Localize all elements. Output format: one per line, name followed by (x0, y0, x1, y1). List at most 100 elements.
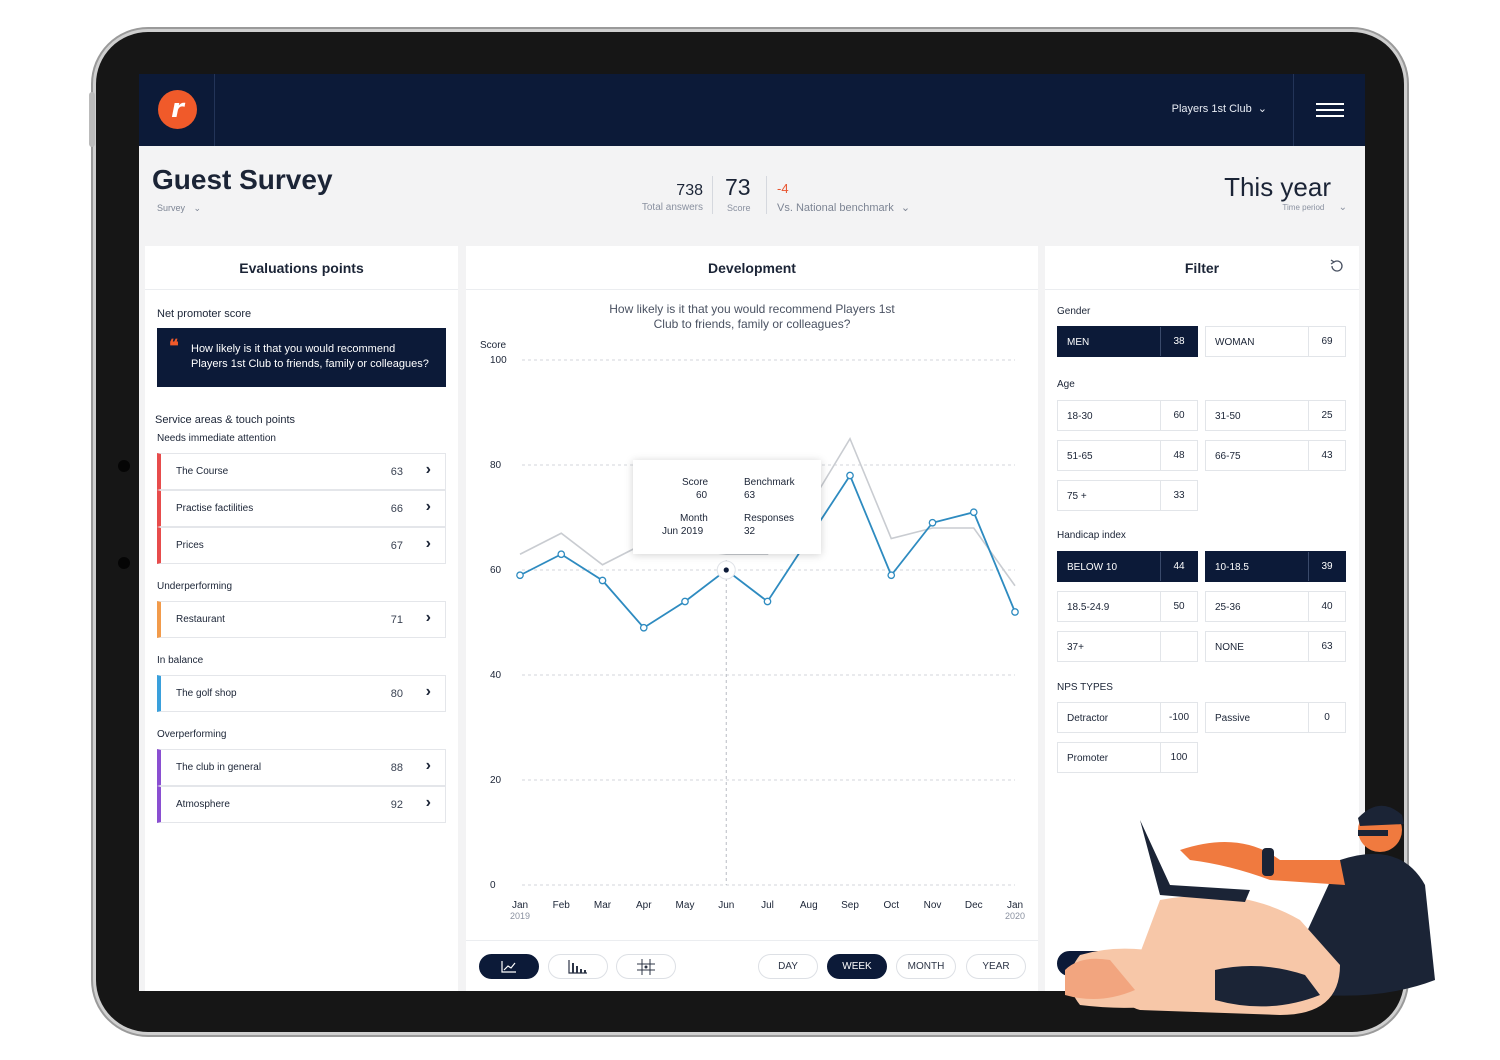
range-button-week[interactable]: WEEK (827, 954, 887, 979)
touch-group-label: In balance (157, 655, 204, 666)
filter-chip-label: 10-18.5 (1215, 562, 1249, 573)
touch-group-label: Underperforming (157, 581, 233, 592)
filter-chip[interactable]: Detractor -100 (1057, 702, 1198, 733)
filter-group-label: NPS TYPES (1057, 682, 1113, 693)
x-tick-label: Sep (841, 900, 859, 911)
scatter-view-button[interactable] (616, 954, 676, 979)
total-answers-caption: Total answers (613, 202, 703, 213)
menu-icon (1316, 103, 1344, 105)
time-period-label: Time period (1282, 203, 1325, 212)
data-point (639, 623, 648, 632)
touch-point-score: 66 (390, 503, 403, 515)
development-title: Development (466, 246, 1038, 290)
range-button-day[interactable]: DAY (758, 954, 818, 979)
filter-chip[interactable]: NONE 63 (1205, 631, 1346, 662)
divider (766, 176, 767, 214)
filter-chip[interactable]: 25-36 40 (1205, 591, 1346, 622)
tooltip-benchmark-label: Benchmark (744, 477, 795, 488)
evaluation-panel: Evaluations points Net promoter score ❝ … (145, 246, 458, 991)
filter-chip[interactable]: Passive 0 (1205, 702, 1346, 733)
tooltip-benchmark-value: 63 (744, 490, 756, 501)
benchmark-dropdown[interactable]: Vs. National benchmark ⌄ (777, 201, 910, 214)
bar-chart-view-button[interactable] (548, 954, 608, 979)
x-tick-label: Jul (761, 900, 774, 911)
survey-dropdown[interactable]: Survey ⌄ (157, 203, 201, 214)
filter-chip-count: 63 (1308, 632, 1345, 661)
filter-chip[interactable]: MEN 38 (1057, 326, 1198, 357)
filter-chip-label: 75 + (1067, 491, 1087, 502)
brand-logo[interactable]: r (158, 90, 197, 129)
filter-chip-label: 66-75 (1215, 451, 1241, 462)
data-point (928, 518, 937, 527)
filter-chip[interactable]: 51-65 48 (1057, 440, 1198, 471)
filter-group-label: Age (1057, 379, 1075, 390)
filter-chip[interactable]: 18.5-24.9 50 (1057, 591, 1198, 622)
filter-chip-label: 37+ (1067, 642, 1084, 653)
club-label: Players 1st Club (1171, 103, 1252, 115)
y-tick-label: 20 (490, 775, 502, 786)
x-tick-label: Dec (965, 900, 983, 911)
data-point (557, 550, 566, 559)
filter-chip[interactable]: 18-30 60 (1057, 400, 1198, 431)
touch-point-name: Restaurant (176, 614, 225, 625)
volume-button (89, 92, 95, 147)
page-title: Guest Survey (152, 164, 333, 195)
chevron-right-icon: › (425, 498, 431, 515)
filter-chip[interactable]: Promoter 100 (1057, 742, 1198, 773)
touch-point-score: 88 (390, 762, 403, 774)
filter-chip-count: 0 (1308, 703, 1345, 732)
development-panel: Development How likely is it that you wo… (466, 246, 1038, 991)
y-tick-label: 100 (490, 355, 507, 366)
filter-chip-label: WOMAN (1215, 337, 1255, 348)
nps-question-card[interactable]: ❝ How likely is it that you would recomm… (157, 328, 446, 387)
filter-panel: Filter Gender MEN 38 WOMAN 69 Age 18-30 60 31-50… (1045, 246, 1359, 991)
x-tick-label: Oct (883, 900, 899, 911)
filter-chip[interactable]: 31-50 25 (1205, 400, 1346, 431)
x-tick-label: Jun (718, 900, 734, 911)
highlight-point (723, 567, 729, 573)
filter-chip-count: 60 (1160, 401, 1197, 430)
data-point (1011, 608, 1019, 616)
filter-chip[interactable]: 10-18.5 39 (1205, 551, 1346, 582)
y-tick-label: 40 (490, 670, 502, 681)
filter-chip-count: 43 (1308, 441, 1345, 470)
total-answers-stat: 738 (633, 182, 703, 200)
club-selector[interactable]: Players 1st Club ⌄ (1172, 102, 1267, 115)
data-point (846, 471, 854, 480)
touch-point-name: Practise factilities (176, 503, 254, 514)
x-tick-label: May (676, 900, 695, 911)
reset-icon[interactable] (1329, 258, 1345, 274)
hamburger-menu-button[interactable] (1293, 74, 1365, 146)
data-point (763, 597, 772, 606)
range-button-month[interactable]: MONTH (896, 954, 956, 979)
touch-point-row[interactable]: Restaurant 71 › (157, 601, 446, 638)
filter-chip[interactable]: BELOW 10 44 (1057, 551, 1198, 582)
range-button-year[interactable]: YEAR (966, 954, 1026, 979)
touch-point-row[interactable]: Prices 67 › (157, 527, 446, 564)
filter-chip[interactable]: WOMAN 69 (1205, 326, 1346, 357)
time-period-dropdown[interactable]: Time period ⌄ (1282, 202, 1347, 213)
touch-point-row[interactable]: Practise factilities 66 › (157, 490, 446, 527)
touch-point-score: 67 (390, 540, 403, 552)
touch-point-row[interactable]: Atmosphere 92 › (157, 786, 446, 823)
filter-chip-count: 44 (1160, 552, 1197, 581)
survey-label: Survey (157, 203, 186, 213)
touch-point-row[interactable]: The Course 63 › (157, 453, 446, 490)
filter-chip[interactable]: 37+ (1057, 631, 1198, 662)
tooltip-score-label: Score (682, 477, 709, 488)
filter-chip[interactable]: 75 + 33 (1057, 480, 1198, 511)
series-line-1 (519, 436, 1016, 587)
touch-point-row[interactable]: The golf shop 80 › (157, 675, 446, 712)
touch-point-score: 92 (390, 799, 403, 811)
touch-point-row[interactable]: The club in general 88 › (157, 749, 446, 786)
filter-chip-count: 38 (1160, 327, 1197, 356)
x-tick-label: Jan (512, 900, 528, 911)
data-point (887, 571, 896, 580)
chevron-right-icon: › (425, 794, 431, 811)
line-chart-view-button[interactable] (479, 954, 539, 979)
filter-chip[interactable]: 66-75 43 (1205, 440, 1346, 471)
touch-group-label: Overperforming (157, 729, 227, 740)
touch-point-name: Prices (176, 540, 204, 551)
time-period-value[interactable]: This year (1224, 172, 1331, 202)
